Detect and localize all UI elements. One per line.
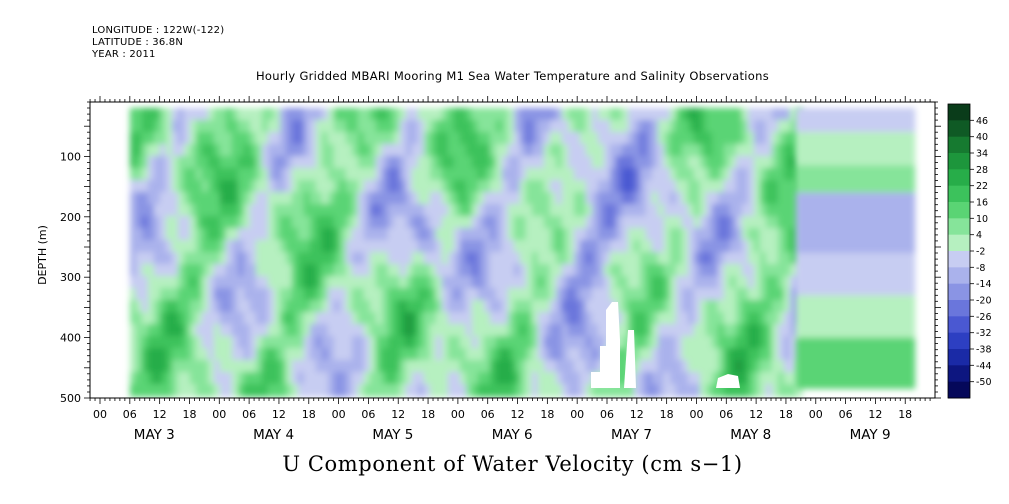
colorbar-swatch <box>948 136 970 154</box>
x-tick-label: 12 <box>749 408 763 421</box>
x-tick-label: 00 <box>451 408 465 421</box>
x-tick-label: 00 <box>570 408 584 421</box>
colorbar-label: 46 <box>976 116 988 127</box>
x-day-label: MAY 6 <box>492 427 533 443</box>
chart-title: Hourly Gridded MBARI Mooring M1 Sea Wate… <box>255 69 770 83</box>
x-tick-label: 00 <box>809 408 823 421</box>
y-tick-label: 100 <box>60 150 81 163</box>
x-tick-label: 06 <box>839 408 853 421</box>
x-tick-label: 12 <box>868 408 882 421</box>
colorbar-swatch <box>948 267 970 285</box>
colorbar-swatch <box>948 169 970 187</box>
x-tick-label: 12 <box>630 408 644 421</box>
colorbar-swatch <box>948 234 970 252</box>
x-tick-label: 06 <box>719 408 733 421</box>
colorbar-swatch <box>948 316 970 334</box>
y-tick-label: 400 <box>60 332 81 345</box>
y-tick-label: 300 <box>60 271 81 284</box>
x-tick-label: 18 <box>898 408 912 421</box>
x-tick-label: 06 <box>242 408 256 421</box>
colorbar-swatch <box>948 283 970 301</box>
y-axis: 100 200 300 400 500 <box>60 101 941 405</box>
y-tick-label: 500 <box>60 392 81 405</box>
x-day-label: MAY 5 <box>372 427 413 443</box>
x-tick-label: 18 <box>421 408 435 421</box>
colorbar-label: 28 <box>976 165 988 176</box>
x-tick-label: 06 <box>123 408 137 421</box>
colorbar-label: -26 <box>976 312 992 323</box>
x-tick-label: 06 <box>481 408 495 421</box>
colorbar-label: -14 <box>976 279 992 290</box>
colorbar-swatch <box>948 104 970 121</box>
y-axis-title: DEPTH (m) <box>36 225 49 285</box>
colorbar-swatch <box>948 365 970 383</box>
x-day-label: MAY 7 <box>611 427 652 443</box>
colorbar-label: -44 <box>976 361 992 372</box>
x-axis-title: U Component of Water Velocity (cm s−1) <box>282 452 743 476</box>
x-tick-label: 12 <box>153 408 167 421</box>
x-tick-label: 12 <box>272 408 286 421</box>
colorbar-swatch <box>948 251 970 268</box>
colorbar-swatch <box>948 381 970 399</box>
x-day-label: MAY 3 <box>134 427 175 443</box>
x-tick-label: 00 <box>212 408 226 421</box>
x-tick-label: 06 <box>361 408 375 421</box>
missing-data-patches <box>591 302 740 388</box>
colorbar-label: -32 <box>976 328 992 339</box>
longitude-label: LONGITUDE : 122W(-122) <box>92 25 225 36</box>
x-day-label: MAY 4 <box>253 427 294 443</box>
colorbar: 46 40 34 28 22 16 10 4 -2 -8 -14 -20 -26 -32 -38 -44 -50 <box>947 103 992 399</box>
x-tick-label: 18 <box>660 408 674 421</box>
latitude-label: LATITUDE : 36.8N <box>92 37 184 48</box>
colorbar-label: 16 <box>976 198 988 209</box>
x-day-label: MAY 9 <box>850 427 891 443</box>
colorbar-swatch <box>948 185 970 203</box>
colorbar-label: -38 <box>976 345 992 356</box>
x-axis: 00 06 12 18 00 06 12 18 00 06 12 18 00 06 12 18 00 06 12 18… <box>89 96 931 443</box>
x-tick-label: 18 <box>183 408 197 421</box>
x-tick-label: 00 <box>93 408 107 421</box>
heatmap-field <box>129 108 916 397</box>
x-tick-label: 00 <box>332 408 346 421</box>
x-day-label: MAY 8 <box>730 427 771 443</box>
x-tick-label: 18 <box>540 408 554 421</box>
colorbar-label: 22 <box>976 181 988 192</box>
x-tick-label: 00 <box>690 408 704 421</box>
colorbar-swatch <box>948 300 970 317</box>
colorbar-swatch <box>948 332 970 350</box>
colorbar-label: -2 <box>976 247 985 258</box>
colorbar-swatch <box>948 218 970 236</box>
colorbar-swatch <box>948 202 970 219</box>
x-tick-label: 06 <box>600 408 614 421</box>
colorbar-label: 4 <box>976 230 982 241</box>
colorbar-swatch <box>948 153 970 170</box>
x-tick-label: 12 <box>511 408 525 421</box>
colorbar-label: 10 <box>976 214 988 225</box>
colorbar-label: 40 <box>976 132 988 143</box>
colorbar-swatch <box>948 120 970 138</box>
x-tick-label: 18 <box>779 408 793 421</box>
x-tick-label: 18 <box>302 408 316 421</box>
colorbar-swatch <box>948 349 970 366</box>
colorbar-label: -20 <box>976 296 992 307</box>
year-label: YEAR : 2011 <box>92 49 156 60</box>
colorbar-label: -50 <box>976 377 992 388</box>
y-tick-label: 200 <box>60 211 81 224</box>
colorbar-label: -8 <box>976 263 985 274</box>
x-tick-label: 12 <box>391 408 405 421</box>
colorbar-label: 34 <box>976 149 988 160</box>
